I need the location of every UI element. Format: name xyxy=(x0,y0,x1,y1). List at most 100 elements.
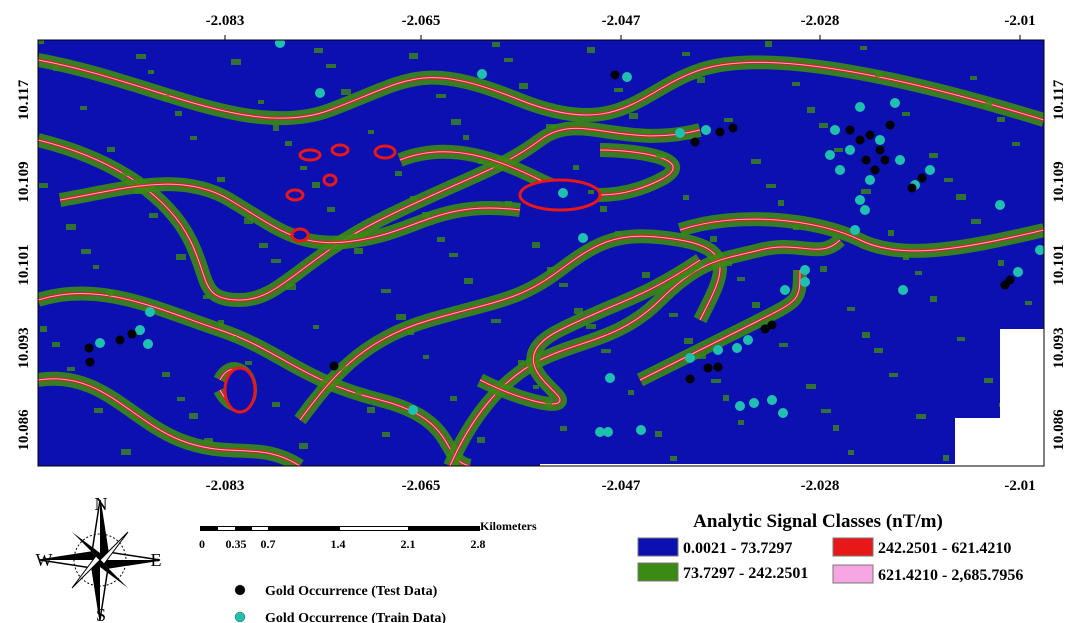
train-point xyxy=(749,398,759,408)
field-speckle xyxy=(944,178,953,182)
field-speckle xyxy=(751,159,761,164)
field-speckle xyxy=(956,194,966,200)
right-tick-label: 10.117 xyxy=(1051,79,1067,120)
field-speckle xyxy=(148,70,154,74)
train-point xyxy=(825,150,835,160)
field-speckle xyxy=(189,413,198,419)
field-speckle xyxy=(559,283,568,287)
field-speckle xyxy=(545,401,552,407)
field-speckle xyxy=(574,308,583,314)
scale-label: 2.8 xyxy=(471,537,486,551)
field-speckle xyxy=(683,195,689,200)
train-point xyxy=(735,401,745,411)
field-speckle xyxy=(354,248,363,254)
left-tick-label: 10.109 xyxy=(16,161,32,202)
bottom-tick-label: -2.083 xyxy=(206,478,245,494)
map-raster xyxy=(38,38,1045,466)
test-point xyxy=(1006,276,1015,285)
compass-rose xyxy=(40,500,160,620)
train-point xyxy=(995,200,1005,210)
field-speckle xyxy=(834,148,843,152)
scale-label: 0 xyxy=(199,537,205,551)
test-point xyxy=(856,136,865,145)
test-point xyxy=(729,124,738,133)
field-speckle xyxy=(163,95,169,101)
field-speckle xyxy=(341,89,351,95)
field-speckle xyxy=(367,407,375,413)
field-blob xyxy=(225,368,255,412)
field-speckle xyxy=(136,54,146,59)
field-speckle xyxy=(833,425,839,431)
field-speckle xyxy=(600,206,607,212)
field-speckle xyxy=(217,177,225,182)
field-speckle xyxy=(779,343,788,347)
field-speckle xyxy=(943,455,949,461)
field-speckle xyxy=(381,289,391,293)
test-point xyxy=(704,364,713,373)
field-speckle xyxy=(230,336,237,341)
train-point xyxy=(875,135,885,145)
field-speckle xyxy=(738,420,744,425)
left-tick-label: 10.101 xyxy=(16,244,32,285)
top-tick-label: -2.083 xyxy=(206,13,245,29)
field-speckle xyxy=(93,265,99,269)
field-speckle xyxy=(669,313,678,317)
scale-label: 2.1 xyxy=(401,537,416,551)
field-speckle xyxy=(860,46,867,50)
field-speckle xyxy=(792,82,800,86)
point-legend-label: Gold Occurrence (Train Data) xyxy=(265,611,446,623)
field-speckle xyxy=(807,107,815,113)
field-speckle xyxy=(449,253,458,257)
scale-unit: Kilometers xyxy=(480,519,537,533)
field-speckle xyxy=(724,118,733,122)
train-point xyxy=(603,427,613,437)
field-speckle xyxy=(697,77,705,83)
field-speckle xyxy=(409,53,418,59)
field-speckle xyxy=(464,278,473,284)
bottom-tick-label: -2.065 xyxy=(402,478,441,494)
top-tick-label: -2.028 xyxy=(801,13,840,29)
train-point xyxy=(95,338,105,348)
field-speckle xyxy=(519,83,528,89)
field-speckle xyxy=(930,296,937,302)
train-point xyxy=(860,205,870,215)
field-speckle xyxy=(259,243,268,248)
train-point xyxy=(850,225,860,235)
test-point xyxy=(871,166,880,175)
field-speckle xyxy=(244,218,253,224)
field-speckle xyxy=(848,450,854,455)
train-point xyxy=(800,265,810,275)
train-point xyxy=(778,408,788,418)
field-speckle xyxy=(533,385,539,389)
field-blob xyxy=(375,146,395,158)
field-speckle xyxy=(629,113,638,119)
train-point xyxy=(743,335,753,345)
bottom-tick-label: -2.028 xyxy=(801,478,840,494)
field-blob xyxy=(287,190,303,200)
test-point xyxy=(714,363,723,372)
class-swatch xyxy=(833,538,873,556)
test-point xyxy=(862,156,871,165)
field-speckle xyxy=(67,367,75,371)
field-speckle xyxy=(327,207,335,212)
field-speckle xyxy=(162,372,170,377)
train-point xyxy=(145,307,155,317)
field-speckle xyxy=(628,390,634,395)
field-speckle xyxy=(725,261,732,266)
field-speckle xyxy=(190,136,197,140)
field-speckle xyxy=(314,48,323,53)
field-speckle xyxy=(889,373,898,377)
field-speckle xyxy=(656,154,666,158)
test-point xyxy=(128,330,137,339)
right-tick-label: 10.093 xyxy=(1051,327,1067,368)
field-speckle xyxy=(410,196,417,200)
test-point xyxy=(686,375,695,384)
field-blob xyxy=(324,175,336,185)
train-point xyxy=(636,425,646,435)
field-speckle xyxy=(862,332,870,338)
train-point xyxy=(855,195,865,205)
field-speckle xyxy=(40,326,47,332)
field-speckle xyxy=(711,379,721,383)
train-point xyxy=(767,395,777,405)
train-point xyxy=(477,69,487,79)
